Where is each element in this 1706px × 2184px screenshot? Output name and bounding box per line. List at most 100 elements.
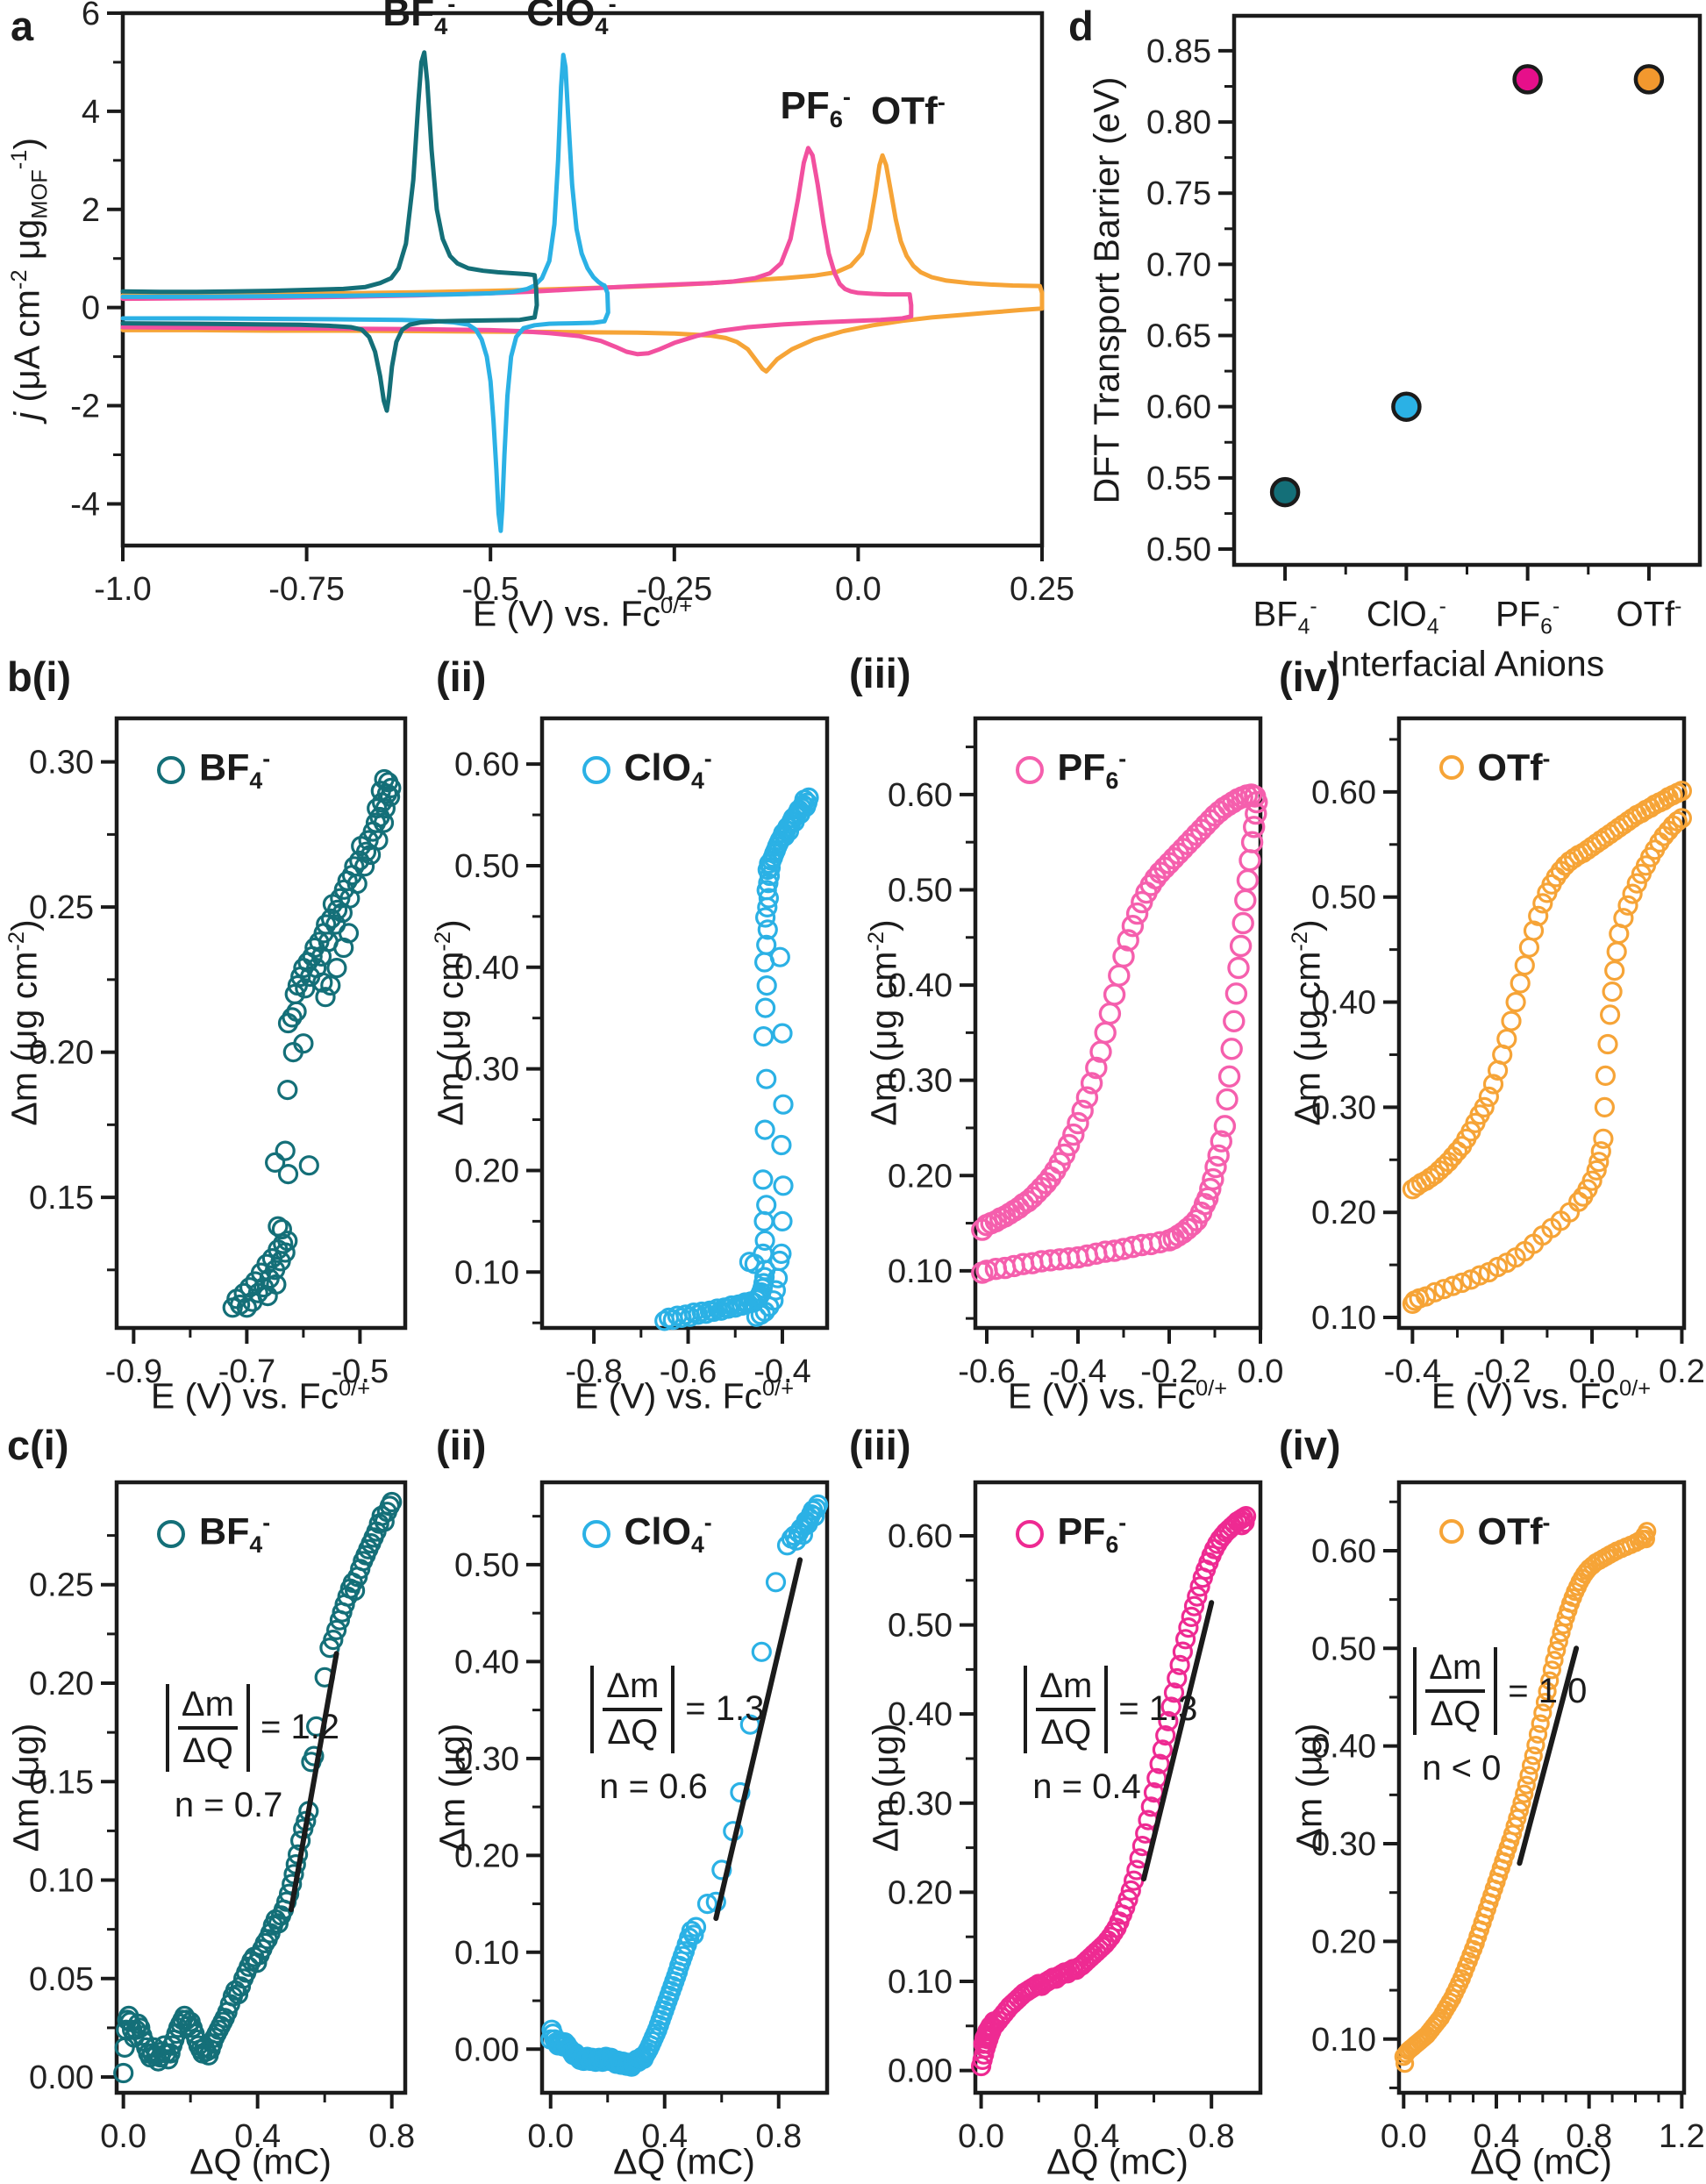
ratio-numerator: Δm xyxy=(177,1685,238,1730)
xtick-label-b(iii): -0.4 xyxy=(1049,1353,1106,1390)
data-point-c(iv) xyxy=(1547,1640,1567,1660)
data-point-b(ii) xyxy=(798,787,819,809)
data-point-c(iv) xyxy=(1512,1793,1531,1812)
data-point-b(iv) xyxy=(1505,991,1526,1013)
ytick-label-c(iv): 0.10 xyxy=(1311,2022,1376,2059)
data-point-b(ii) xyxy=(753,1169,774,1190)
panel-letter-ci: c(i) xyxy=(7,1422,69,1468)
ytick-label-c(ii): 0.10 xyxy=(454,1935,519,1972)
legend-marker-icon xyxy=(157,756,186,785)
data-point-b(i) xyxy=(354,856,375,877)
ratio-denominator: ΔQ xyxy=(1430,1695,1481,1734)
panel-letter-d: d xyxy=(1068,3,1094,49)
xtick-label-c(i): 0.8 xyxy=(368,2118,415,2155)
data-point-c(iii) xyxy=(1172,1641,1194,1662)
xtick-label-a: -0.25 xyxy=(636,571,712,608)
data-point-b(iv) xyxy=(1482,1074,1504,1095)
data-point-c(ii) xyxy=(765,1572,787,1593)
data-point-b(i) xyxy=(284,983,305,1005)
data-point-b(i) xyxy=(315,987,336,1008)
data-point-b(iv) xyxy=(1460,1269,1481,1290)
xtick-category-d: BF4- xyxy=(1253,595,1317,639)
ratio-value: = 1.0 xyxy=(1508,1671,1588,1710)
data-point-c(ii) xyxy=(804,1506,825,1527)
data-point-c(iii) xyxy=(1235,1505,1257,1527)
xtick-label-c(iv): 0.0 xyxy=(1381,2118,1427,2155)
y-axis-label-c(i): Δm (μg) xyxy=(5,1723,46,1852)
data-point-b(iii) xyxy=(1094,1021,1117,1045)
ytick-label-c(i): 0.00 xyxy=(29,2059,94,2096)
data-point-b(iii) xyxy=(1245,802,1267,825)
data-point-c(iv) xyxy=(1545,1651,1564,1670)
xtick-label-b(iii): -0.6 xyxy=(958,1353,1015,1390)
data-point-b(iv) xyxy=(1622,883,1643,904)
data-point-c(i) xyxy=(326,1619,347,1641)
legend-marker-icon xyxy=(1015,756,1044,785)
x-axis-label-b(ii): E (V) vs. Fc0/+ xyxy=(574,1375,795,1417)
data-point-b(iii) xyxy=(1103,983,1126,1006)
data-point-b(ii) xyxy=(753,1210,774,1232)
data-point-b(i) xyxy=(257,1285,278,1307)
x-axis-label-c(i): ΔQ (mC) xyxy=(189,2141,332,2182)
data-point-b(iv) xyxy=(1433,1279,1454,1300)
data-point-b(iii) xyxy=(1067,1111,1089,1135)
y-axis-label-c(iii): Δm (μg) xyxy=(865,1723,906,1852)
slope-annotation-c(iii): Δm ΔQ = 1.3 n = 0.4 xyxy=(1024,1665,1197,1807)
ytick-label-d: 0.55 xyxy=(1146,460,1211,497)
ytick-label-a: 6 xyxy=(82,0,100,32)
data-point-d xyxy=(1512,64,1543,95)
data-point-b(ii) xyxy=(757,919,778,940)
cv-curve-BF4- xyxy=(120,50,539,413)
data-point-b(iii) xyxy=(1229,934,1253,958)
ytick-label-c(ii): 0.30 xyxy=(454,1741,519,1778)
data-point-b(ii) xyxy=(754,997,776,1018)
data-point-c(iii) xyxy=(1163,1682,1185,1703)
ytick-label-c(i): 0.20 xyxy=(29,1666,94,1702)
data-point-b(iii) xyxy=(1207,1144,1230,1167)
data-point-c(iii) xyxy=(1174,1629,1196,1650)
ratio-expression: Δm ΔQ = 1.2 xyxy=(165,1683,339,1773)
ytick-label-c(iv): 0.40 xyxy=(1311,1729,1376,1766)
data-point-b(i) xyxy=(298,1155,319,1176)
legend-marker-icon xyxy=(1438,755,1464,781)
ytick-label-c(ii): 0.20 xyxy=(454,1838,519,1874)
xtick-label-c(iii): 0.4 xyxy=(1073,2118,1119,2155)
ytick-label-c(iii): 0.50 xyxy=(888,1608,953,1645)
y-axis-label-c(iv): Δm (μg) xyxy=(1288,1723,1330,1852)
data-point-b(ii) xyxy=(773,1175,794,1196)
data-point-c(i) xyxy=(124,2027,145,2048)
xtick-label-b(i): -0.9 xyxy=(105,1353,162,1390)
data-point-b(iv) xyxy=(1588,1152,1610,1173)
electron-count: n = 0.4 xyxy=(1032,1767,1141,1807)
ytick-label-c(iv): 0.30 xyxy=(1311,1826,1376,1863)
data-point-b(iii) xyxy=(1062,1123,1085,1146)
data-point-b(iii) xyxy=(1057,1133,1081,1157)
data-point-c(i) xyxy=(160,2043,181,2064)
legend-marker-icon xyxy=(1438,1519,1464,1545)
fit-line-fit line xyxy=(713,1557,803,1922)
fit-line-fit line xyxy=(1517,1645,1580,1866)
data-point-c(iv) xyxy=(1510,1801,1530,1820)
panel-letter-ii: (ii) xyxy=(436,653,487,700)
ratio-numerator: Δm xyxy=(1036,1667,1096,1711)
ytick-label-a: 2 xyxy=(82,192,100,229)
data-point-b(iii) xyxy=(1236,868,1260,892)
data-point-c(i) xyxy=(254,1932,275,1953)
y-axis-label-a: j (μA cm-2 μgMOF-1) xyxy=(6,137,53,421)
data-point-b(iv) xyxy=(1586,1160,1607,1181)
ratio-expression: Δm ΔQ = 1.3 xyxy=(1024,1665,1197,1754)
data-point-b(iii) xyxy=(1246,790,1268,814)
data-point-c(iii) xyxy=(1155,1724,1176,1746)
data-point-c(i) xyxy=(303,1745,325,1766)
data-point-c(iv) xyxy=(1533,1703,1553,1723)
electron-count: n < 0 xyxy=(1422,1749,1502,1788)
data-point-b(i) xyxy=(367,797,388,819)
data-point-c(iv) xyxy=(1549,1631,1568,1652)
electron-count: n = 0.7 xyxy=(174,1786,283,1825)
data-point-b(iv) xyxy=(1474,1096,1495,1118)
ytick-label-b(i): 0.30 xyxy=(29,745,94,782)
legend-b(iii): PF6- xyxy=(1015,746,1126,795)
data-point-c(iii) xyxy=(1169,1654,1190,1675)
data-point-b(iii) xyxy=(1071,1099,1094,1123)
data-point-b(iv) xyxy=(1671,781,1693,802)
